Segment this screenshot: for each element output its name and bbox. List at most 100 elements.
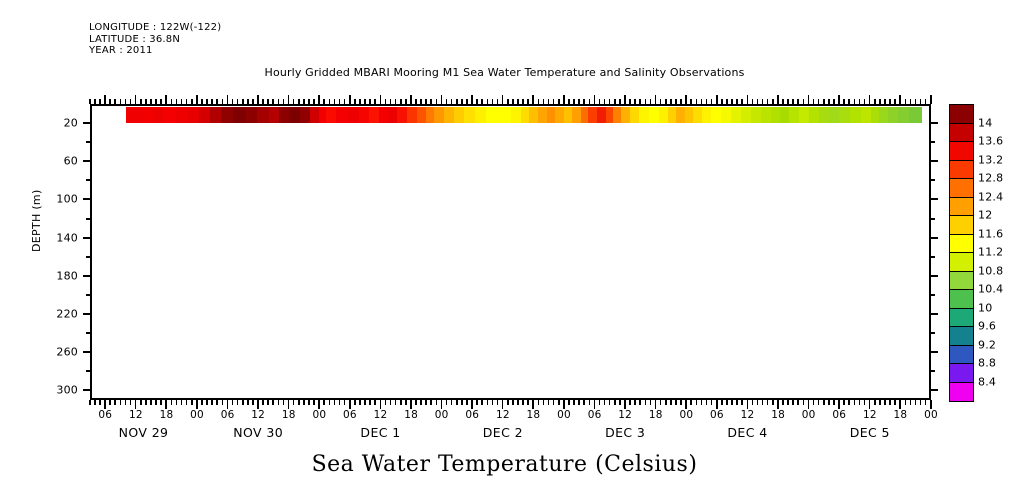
x-tick-minor — [817, 400, 820, 405]
x-tick-major — [777, 400, 779, 409]
x-tick-minor — [297, 400, 300, 405]
x-tick-major — [471, 400, 473, 409]
x-tick-major — [624, 400, 626, 409]
x-axis-hour-label: 18 — [159, 409, 174, 421]
x-tick-minor — [583, 400, 585, 405]
colorbar-band — [950, 271, 973, 290]
x-tick-minor — [139, 99, 142, 104]
x-axis-hour-label: 06 — [98, 409, 113, 421]
x-tick-minor — [792, 400, 794, 405]
x-tick-minor — [761, 400, 764, 405]
x-tick-minor — [756, 99, 759, 104]
ribbon-cell — [612, 107, 623, 123]
x-tick-minor — [399, 99, 402, 104]
x-tick-minor — [211, 99, 213, 104]
x-tick-minor — [308, 99, 310, 104]
colorbar-tick-label: 12.4 — [978, 190, 1004, 203]
x-tick-minor — [721, 99, 723, 104]
x-tick-minor — [873, 400, 876, 405]
x-tick-minor — [710, 400, 713, 405]
x-axis-hour-label: 00 — [801, 409, 816, 421]
y-tick-major — [931, 160, 938, 163]
ribbon-cell — [563, 107, 574, 123]
x-tick-minor — [282, 99, 285, 104]
ribbon-cell — [605, 107, 614, 123]
x-tick-minor — [119, 99, 122, 104]
x-tick-minor — [89, 99, 91, 104]
ribbon-cell — [474, 107, 487, 123]
x-tick-minor — [578, 400, 580, 405]
x-tick-minor — [787, 99, 789, 104]
ribbon-cell — [396, 107, 408, 123]
x-tick-minor — [904, 99, 907, 104]
colorbar-band — [950, 345, 973, 364]
x-tick-minor — [384, 99, 387, 104]
x-tick-major — [532, 400, 535, 409]
x-tick-minor — [394, 400, 397, 405]
x-tick-minor — [506, 400, 509, 405]
x-tick-minor — [150, 99, 152, 104]
x-axis-hour-label: 12 — [740, 409, 755, 421]
x-axis-day-label: NOV 30 — [233, 425, 284, 440]
ribbon-cell — [454, 107, 466, 123]
ribbon-cell — [464, 107, 476, 123]
x-tick-major — [440, 95, 443, 104]
x-tick-minor — [323, 400, 326, 405]
x-axis-hour-label: 06 — [465, 409, 480, 421]
x-tick-minor — [262, 400, 264, 405]
x-tick-minor — [160, 400, 162, 405]
x-tick-major — [104, 95, 106, 104]
x-tick-minor — [252, 99, 254, 104]
x-tick-minor — [771, 400, 774, 405]
x-tick-minor — [420, 400, 422, 405]
x-tick-minor — [129, 400, 132, 405]
x-tick-minor — [904, 400, 907, 405]
ribbon-cell — [444, 107, 456, 123]
x-tick-minor — [552, 99, 555, 104]
ribbon-cell — [596, 107, 607, 123]
x-tick-minor — [736, 99, 738, 104]
x-tick-major — [563, 95, 565, 104]
x-tick-minor — [430, 400, 433, 405]
x-tick-minor — [782, 400, 784, 405]
x-axis-hour-label: 12 — [128, 409, 143, 421]
ribbon-cell — [199, 107, 211, 123]
x-tick-minor — [853, 400, 856, 405]
x-axis-hour-label: 00 — [679, 409, 694, 421]
ribbon-cell — [126, 107, 143, 123]
x-tick-minor — [751, 99, 754, 104]
metadata-year: YEAR : 2011 — [89, 45, 153, 56]
x-axis-hour-label: 06 — [587, 409, 602, 421]
x-axis-hour-label: 12 — [618, 409, 633, 421]
y-tick-major — [83, 160, 90, 163]
x-tick-minor — [700, 400, 703, 405]
x-tick-minor — [675, 400, 677, 405]
x-tick-minor — [639, 400, 642, 405]
x-tick-minor — [924, 99, 927, 104]
x-tick-minor — [461, 99, 463, 104]
x-tick-major — [410, 95, 412, 104]
x-tick-minor — [858, 400, 861, 405]
y-axis-tick-label: 60 — [63, 154, 78, 168]
x-tick-major — [257, 95, 259, 104]
colorbar-band — [950, 290, 973, 309]
x-tick-minor — [247, 400, 249, 405]
x-tick-minor — [863, 400, 866, 405]
x-axis-day-label: DEC 3 — [605, 425, 646, 440]
x-tick-minor — [343, 99, 346, 104]
x-tick-minor — [517, 99, 519, 104]
x-axis-hour-label: 06 — [710, 409, 724, 421]
colorbar-tick-label: 13.2 — [978, 153, 1004, 166]
x-axis-day-label: DEC 5 — [849, 425, 890, 440]
ribbon-cell — [221, 107, 234, 123]
x-tick-major — [685, 400, 687, 409]
colorbar-band — [950, 364, 973, 383]
x-tick-minor — [155, 99, 157, 104]
x-tick-major — [165, 400, 168, 409]
x-tick-major — [226, 400, 229, 409]
plot-area — [90, 104, 931, 400]
x-tick-minor — [644, 99, 647, 104]
x-tick-minor — [889, 99, 891, 104]
x-tick-minor — [853, 99, 856, 104]
x-tick-minor — [664, 99, 667, 104]
